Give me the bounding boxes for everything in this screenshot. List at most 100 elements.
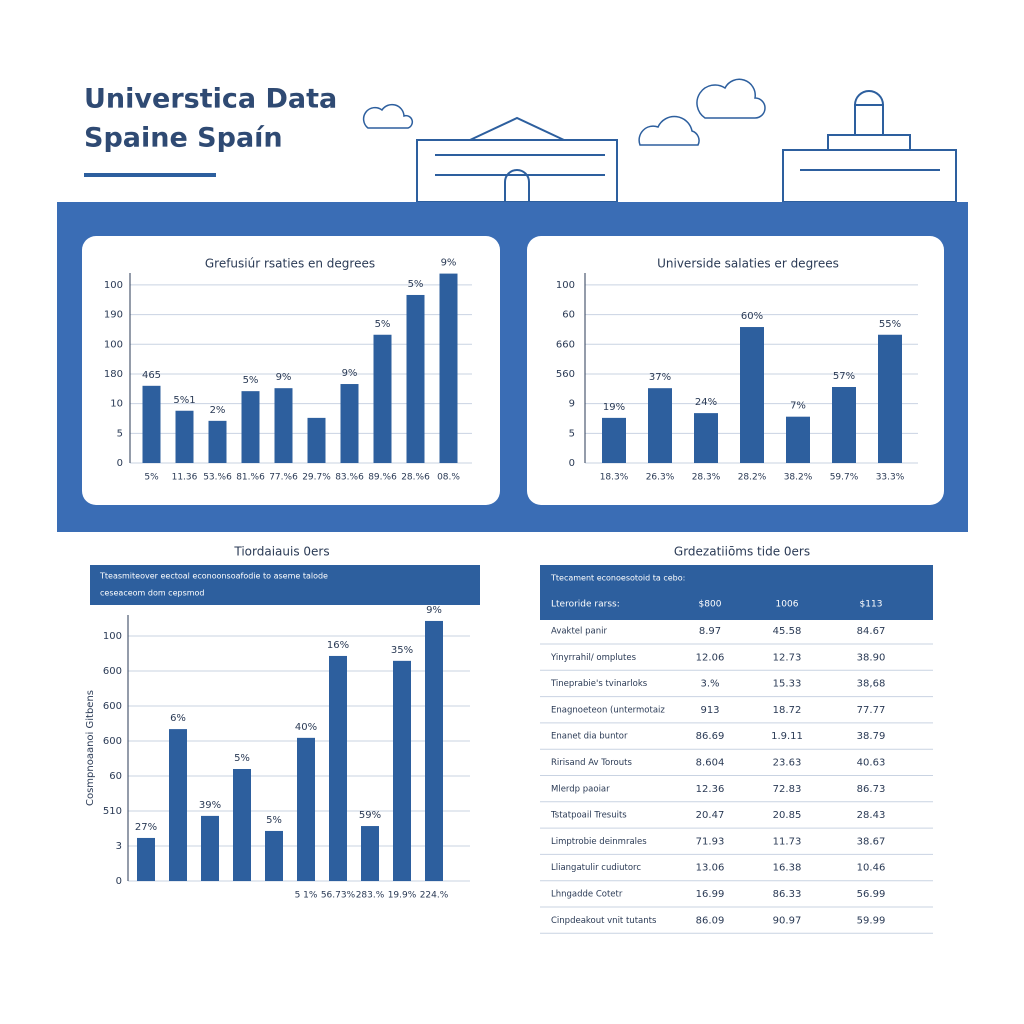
bar-label: 5%1 xyxy=(173,395,195,406)
table-cell: Mlerdp paoiar xyxy=(551,784,610,794)
bar-label: 5% xyxy=(234,753,250,764)
y-tick-label: 600 xyxy=(103,736,122,747)
bar xyxy=(740,327,764,463)
x-tick-label: 28.2% xyxy=(738,473,767,483)
bar-label: 465 xyxy=(142,370,161,381)
table-cell: Yinyrrahil/ omplutes xyxy=(550,653,637,663)
page-title: Universtica Data xyxy=(84,84,337,115)
table-cell: 913 xyxy=(700,705,719,716)
y-tick-label: 560 xyxy=(556,369,575,380)
table-cell: Tstatpoail Tresuits xyxy=(550,811,627,821)
bar-label: 27% xyxy=(135,822,157,833)
bar-label: 5% xyxy=(243,375,259,386)
y-tick-label: 100 xyxy=(103,631,122,642)
bar-label: 9% xyxy=(276,372,292,383)
y-tick-label: 100 xyxy=(104,280,123,291)
bar xyxy=(340,384,359,463)
table-cell: Ririsand Av Torouts xyxy=(551,758,632,768)
y-tick-label: 190 xyxy=(104,310,123,321)
x-tick-label: 53.%6 xyxy=(203,473,232,483)
table-cell: Limptrobie deinmrales xyxy=(551,837,647,847)
bar xyxy=(373,334,392,463)
bar-label: 60% xyxy=(741,311,763,322)
table-cell: 8.97 xyxy=(699,626,721,637)
table-cell: 90.97 xyxy=(773,915,802,926)
bar-label: 5% xyxy=(375,319,391,330)
title-underline xyxy=(84,173,216,177)
chart-subtitle: Tteasmiteover eectoal econoonsoafodie to… xyxy=(99,572,328,581)
table-cell: Cinpdeakout vnit tutants xyxy=(551,916,657,926)
bar xyxy=(274,388,293,463)
table-cell: Avaktel panir xyxy=(551,627,607,637)
chart-title: Universide salaties er degrees xyxy=(657,257,839,271)
table-cell: Enanet dia buntor xyxy=(551,732,628,742)
bar xyxy=(832,387,856,463)
table-header-cell: $113 xyxy=(860,600,883,610)
page-title: Spaine Spaín xyxy=(84,123,283,154)
bar-label: 16% xyxy=(327,640,349,651)
bar-label: 40% xyxy=(295,722,317,733)
y-tick-label: 180 xyxy=(104,369,123,380)
y-tick-label: 10 xyxy=(110,399,123,410)
bar-label: 9% xyxy=(426,605,442,616)
table-cell: 8.604 xyxy=(696,758,725,769)
table-cell: 77.77 xyxy=(857,705,886,716)
table-header-band xyxy=(540,565,933,620)
y-tick-label: 510 xyxy=(103,806,122,817)
chart-title: Tiordaiauis 0ers xyxy=(233,545,329,559)
chart-subtitle: ceseaceom dom cepsmod xyxy=(100,589,205,598)
table-cell: Enagnoeteon (untermotaiz xyxy=(551,705,665,715)
table-cell: 45.58 xyxy=(773,626,802,637)
y-tick-label: 0 xyxy=(116,876,122,887)
x-tick-label: 38.2% xyxy=(784,473,813,483)
bar-label: 19% xyxy=(603,402,625,413)
table-cell: 38,68 xyxy=(857,679,886,690)
x-tick-label: 28.%6 xyxy=(401,473,430,483)
table-cell: 16.99 xyxy=(696,889,725,900)
table-cell: 84.67 xyxy=(857,626,886,637)
table-cell: 28.43 xyxy=(857,810,886,821)
bar xyxy=(175,410,194,463)
table-cell: 23.63 xyxy=(773,758,802,769)
x-tick-label: 83.%6 xyxy=(335,473,364,483)
table-cell: Tineprabie's tvinarloks xyxy=(550,679,648,689)
bar-label: 59% xyxy=(359,810,381,821)
building-left xyxy=(416,116,618,203)
x-tick-label: 29.7% xyxy=(302,473,331,483)
y-tick-label: 9 xyxy=(569,399,575,410)
bar xyxy=(393,660,411,881)
y-tick-label: 0 xyxy=(117,458,123,469)
x-tick-label: 18.3% xyxy=(600,473,629,483)
bar xyxy=(137,837,155,881)
table-cell: 13.06 xyxy=(696,863,725,874)
bar xyxy=(648,388,672,463)
table-cell: 12.06 xyxy=(696,652,725,663)
bar xyxy=(241,391,260,463)
bar-label: 5% xyxy=(266,815,282,826)
bar xyxy=(329,655,347,881)
table-cell: 12.73 xyxy=(773,652,802,663)
y-axis-label: Cosmpnoaanoi Gitbens xyxy=(85,690,96,806)
bar xyxy=(602,417,626,463)
table-cell: 11.73 xyxy=(773,836,802,847)
table-cell: 71.93 xyxy=(696,836,725,847)
table-cell: 20.85 xyxy=(773,810,802,821)
bar xyxy=(361,826,379,881)
x-tick-label: 89.%6 xyxy=(368,473,397,483)
table-title: Grdezatiiōms tide 0ers xyxy=(674,545,810,559)
x-tick-label: 11.36 xyxy=(172,473,198,483)
table-cell: 38.67 xyxy=(857,836,886,847)
x-tick-label: 77.%6 xyxy=(269,473,298,483)
x-tick-label: 56.73% xyxy=(321,891,356,901)
bar xyxy=(265,830,283,881)
bar-label: 57% xyxy=(833,371,855,382)
table-cell: 86.33 xyxy=(773,889,802,900)
table-cell: 86.09 xyxy=(696,915,725,926)
bar-label: 6% xyxy=(170,713,186,724)
bar xyxy=(439,273,458,463)
bar xyxy=(233,769,251,881)
bar xyxy=(406,294,425,463)
y-tick-label: 600 xyxy=(103,701,122,712)
table-cell: 20.47 xyxy=(696,810,725,821)
table-cell: 40.63 xyxy=(857,758,886,769)
